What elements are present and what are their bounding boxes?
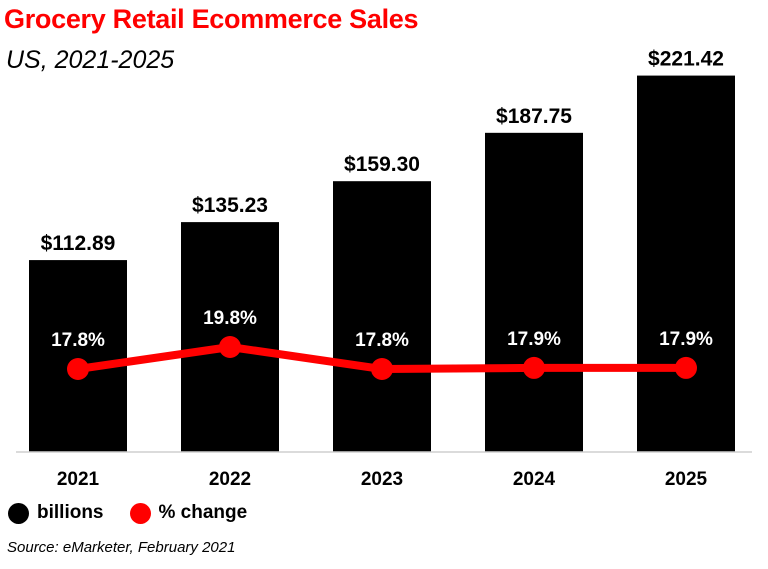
chart-title: Grocery Retail Ecommerce Sales: [4, 4, 419, 34]
chart-plot: 17.8% 19.8% 17.8% 17.9% 17.9% $112.89 2021 $13…: [16, 48, 752, 490]
pct-change-point-2025: [675, 356, 697, 379]
legend-label-billions: billions: [37, 502, 104, 523]
bar-2021: [29, 260, 127, 452]
source-note: Source: eMarketer, February 2021: [7, 539, 236, 556]
x-tick-label-2025: 2025: [665, 469, 708, 490]
bar-value-label-2023: $159.30: [344, 153, 420, 176]
bar-value-label-2021: $112.89: [41, 232, 116, 255]
x-tick-label-2021: 2021: [57, 469, 100, 490]
x-tick-label-2024: 2024: [513, 469, 556, 490]
pct-change-label-2022: 19.8%: [203, 308, 257, 329]
pct-change-label-2021: 17.8%: [51, 330, 105, 351]
bar-value-label-2024: $187.75: [496, 105, 572, 128]
legend-label-pct-change: % change: [158, 502, 248, 523]
bar-value-label-2025: $221.42: [648, 48, 724, 71]
legend: billions % change: [8, 502, 273, 524]
bar-value-label-2022: $135.23: [192, 194, 268, 217]
pct-change-point-2023: [371, 358, 393, 380]
bar-2024: [485, 132, 583, 452]
pct-change-point-2022: [219, 336, 241, 358]
pct-change-label-2023: 17.8%: [355, 330, 409, 351]
legend-item-billions: billions: [8, 502, 104, 524]
bars-layer: [29, 75, 735, 452]
pct-change-point-2024: [523, 356, 545, 379]
legend-swatch-pct-change: [129, 502, 151, 524]
pct-change-label-2024: 17.9%: [507, 329, 561, 350]
x-tick-label-2022: 2022: [209, 469, 251, 490]
pct-change-label-2025: 17.9%: [659, 329, 713, 350]
bar-2025: [637, 75, 735, 452]
pct-change-point-2021: [67, 358, 89, 380]
bar-2023: [333, 181, 431, 452]
legend-swatch-billions: [8, 502, 29, 524]
line-layer: 17.8% 19.8% 17.8% 17.9% 17.9%: [51, 308, 713, 380]
chart-subtitle: US, 2021-2025: [6, 46, 175, 74]
x-tick-label-2023: 2023: [361, 469, 403, 490]
labels-layer: $112.89 2021 $135.23 2022 $159.30 2023 $187.75…: [41, 48, 724, 490]
legend-item-pct-change: % change: [129, 502, 248, 524]
